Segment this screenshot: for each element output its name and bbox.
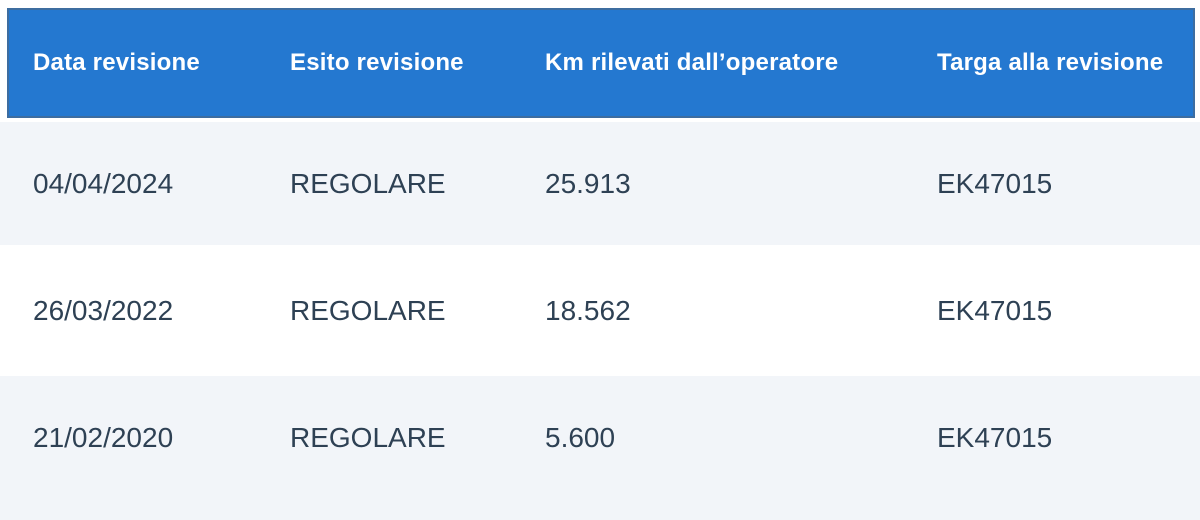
column-header-data-revisione: Data revisione [33,49,200,76]
table-body: 04/04/2024 REGOLARE 25.913 EK47015 26/03… [0,122,1200,499]
cell-data-revisione: 21/02/2020 [33,421,174,453]
table-row: 26/03/2022 REGOLARE 18.562 EK47015 [0,249,1200,372]
table-header-row: Data revisione Esito revisione Km rileva… [7,8,1195,118]
column-header-km-rilevati: Km rilevati dall’operatore [545,49,839,76]
cell-esito-revisione: REGOLARE [290,294,446,326]
column-header-esito-revisione: Esito revisione [290,49,464,76]
column-header-targa: Targa alla revisione [937,49,1164,76]
cell-data-revisione: 26/03/2022 [33,294,174,326]
cell-km-rilevati: 5.600 [545,421,616,453]
cell-esito-revisione: REGOLARE [290,421,446,453]
cell-targa: EK47015 [937,421,1053,453]
table-row: 21/02/2020 REGOLARE 5.600 EK47015 [0,376,1200,499]
revision-history-table: Data revisione Esito revisione Km rileva… [0,8,1200,520]
table-row: 04/04/2024 REGOLARE 25.913 EK47015 [0,122,1200,245]
cell-km-rilevati: 18.562 [545,294,631,326]
cell-esito-revisione: REGOLARE [290,167,446,199]
cell-data-revisione: 04/04/2024 [33,167,174,199]
cell-targa: EK47015 [937,167,1053,199]
cell-km-rilevati: 25.913 [545,167,631,199]
table-row-filler [0,499,1200,520]
cell-targa: EK47015 [937,294,1053,326]
